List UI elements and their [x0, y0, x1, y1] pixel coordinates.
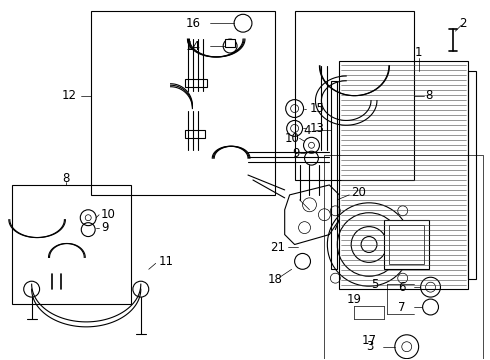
Text: 16: 16: [185, 17, 200, 30]
Text: 13: 13: [310, 122, 324, 135]
Text: 8: 8: [426, 89, 433, 102]
Text: 6: 6: [398, 281, 406, 294]
Bar: [294, 11, 414, 180]
Circle shape: [395, 335, 418, 359]
Text: 17: 17: [362, 334, 376, 347]
Text: 14: 14: [185, 40, 200, 53]
Bar: [468, 71, 476, 279]
Bar: [185, 130, 205, 138]
Text: 21: 21: [270, 241, 285, 254]
Text: 9: 9: [101, 221, 109, 234]
Bar: [12, 185, 131, 304]
Text: 11: 11: [159, 255, 173, 268]
Bar: [185, 79, 207, 87]
Text: 1: 1: [415, 46, 422, 59]
Bar: [225, 39, 235, 47]
Bar: [91, 11, 275, 195]
Text: 10: 10: [285, 132, 299, 145]
Circle shape: [361, 237, 377, 252]
Text: 4: 4: [304, 124, 311, 137]
Bar: [331, 81, 337, 269]
Text: 10: 10: [101, 208, 116, 221]
Text: 8: 8: [63, 171, 70, 185]
Text: 15: 15: [310, 102, 324, 115]
Bar: [339, 61, 468, 289]
Text: 2: 2: [460, 17, 467, 30]
Text: 7: 7: [398, 301, 406, 314]
Text: 19: 19: [346, 293, 362, 306]
Text: 5: 5: [371, 278, 379, 291]
Text: 20: 20: [351, 186, 366, 199]
Text: 3: 3: [367, 340, 374, 353]
Bar: [389, 225, 424, 264]
Text: 18: 18: [268, 273, 282, 286]
Text: 12: 12: [61, 89, 76, 102]
Bar: [324, 155, 483, 359]
Bar: [384, 220, 429, 269]
Text: 9: 9: [292, 147, 299, 160]
Circle shape: [223, 39, 237, 53]
